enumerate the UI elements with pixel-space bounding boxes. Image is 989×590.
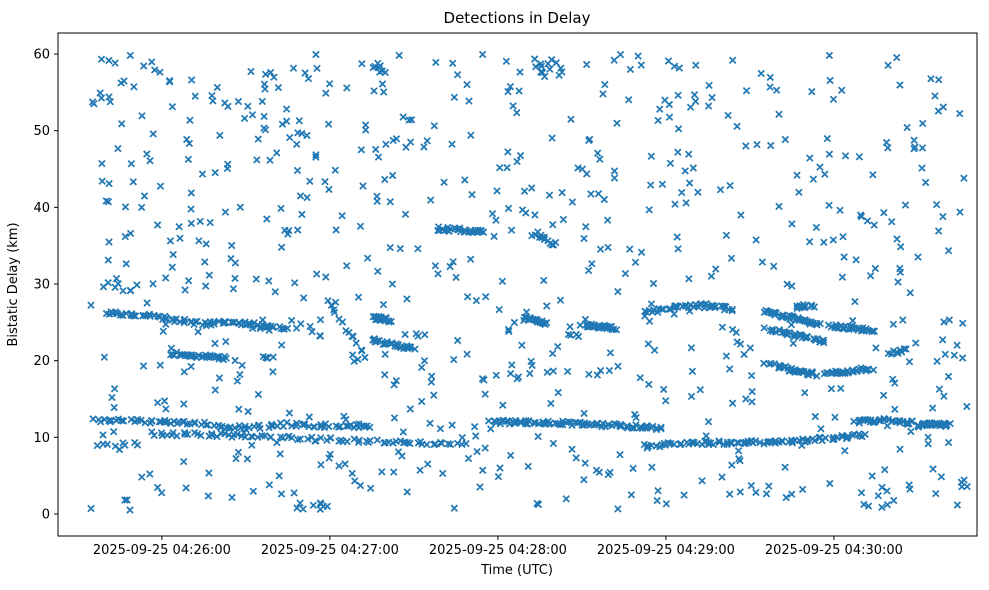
y-tick-label: 30 [33,278,50,293]
plot-border [57,32,978,537]
y-tick-label: 10 [33,431,50,446]
y-tick-label: 50 [33,124,50,139]
y-tick-label: 40 [33,201,50,216]
chart-title: Detections in Delay [444,9,591,27]
x-tick-label: 2025-09-25 04:30:00 [765,543,903,558]
x-tick-label: 2025-09-25 04:27:00 [261,543,399,558]
data-points [87,50,971,514]
x-tick-label: 2025-09-25 04:29:00 [597,543,735,558]
x-axis-label: Time (UTC) [480,563,553,578]
y-axis-label: Bistatic Delay (km) [6,222,21,346]
plot-render-layer: 2025-09-25 04:26:00 2025-09-25 04:27:00 20… [33,32,978,558]
y-tick-label: 60 [33,48,50,63]
x-tick-label: 2025-09-25 04:26:00 [93,543,231,558]
y-tick-label: 20 [33,354,50,369]
x-tick-label: 2025-09-25 04:28:00 [429,543,567,558]
y-tick-label: 0 [42,507,50,522]
